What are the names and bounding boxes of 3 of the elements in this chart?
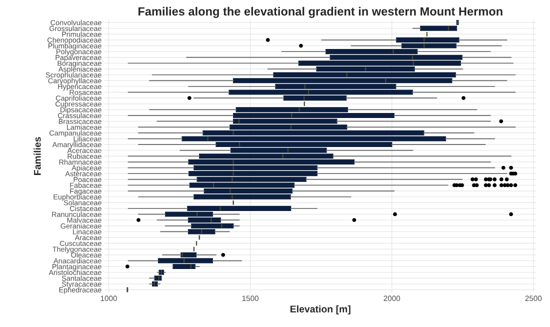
- x-axis-title: Elevation [m]: [290, 305, 350, 314]
- chart-title: Families along the elevational gradient in western Mount Hermon: [138, 6, 502, 18]
- y-axis-title: Families: [34, 137, 41, 175]
